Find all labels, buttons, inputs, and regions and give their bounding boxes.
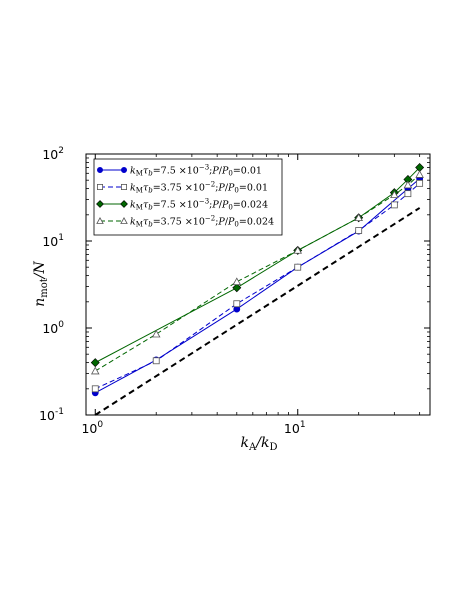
legend-marker-1: [121, 166, 128, 173]
series-2-point: [294, 263, 302, 271]
series-2-point: [152, 357, 160, 365]
series-4-point: [293, 245, 303, 254]
series-4-point: [354, 213, 363, 222]
legend-label-4: kMτb=3.75 ×10−2;P/P0=0.024: [130, 215, 274, 229]
legend-marker-4: [120, 217, 128, 224]
series-2-point: [355, 227, 363, 234]
markers-layer: [90, 163, 425, 397]
legend-marker-4: [96, 217, 104, 224]
series-2-point: [390, 201, 398, 209]
tick-labels: 100 101 10-1 100 101 102: [39, 146, 305, 436]
series-4-point: [90, 366, 100, 375]
y-axis-label: nmot/N: [32, 260, 50, 306]
minor-ticks: [85, 154, 430, 415]
series-2-point: [416, 179, 424, 187]
legend-marker-3: [120, 200, 128, 208]
legend-marker-2: [121, 183, 128, 190]
series-4-point: [390, 190, 399, 199]
legend-marker-1: [97, 166, 104, 173]
series-2-point: [91, 385, 99, 393]
reference-line: [94, 207, 421, 416]
x-tick-label: 100: [81, 420, 103, 436]
legend-marker-2: [97, 183, 104, 190]
series-4-point: [415, 170, 424, 178]
legend-label-3: kMτb=7.5 ×10−3;P/P0=0.024: [130, 198, 268, 212]
series-2-point: [404, 190, 412, 198]
series-line-2: [95, 182, 420, 390]
legend-label-2: kMτb=3.75 ×10−2;P/P0=0.01: [130, 181, 268, 195]
x-tick-label: 101: [284, 420, 306, 436]
y-tick-label: 101: [42, 233, 64, 249]
series-2-point: [233, 300, 241, 308]
series-3-point: [232, 283, 242, 293]
legend-marker-3: [96, 200, 104, 208]
series-4-point: [232, 277, 242, 286]
x-axis-label: kA/kD: [241, 435, 278, 453]
y-tick-label: 10-1: [39, 407, 64, 423]
series-4-point: [403, 180, 413, 189]
legend-entries: kMτb=7.5 ×10−3;P/P0=0.01 kMτb=3.75 ×10−2;…: [96, 164, 274, 229]
y-tick-label: 102: [42, 146, 64, 162]
series-4-point: [151, 329, 161, 338]
major-ticks: [86, 153, 430, 416]
legend-label-1: kMτb=7.5 ×10−3;P/P0=0.01: [130, 164, 262, 178]
y-tick-label: 100: [42, 320, 64, 336]
legend: kMτb=7.5 ×10−3;P/P0=0.01 kMτb=3.75 ×10−2;…: [93, 158, 283, 236]
